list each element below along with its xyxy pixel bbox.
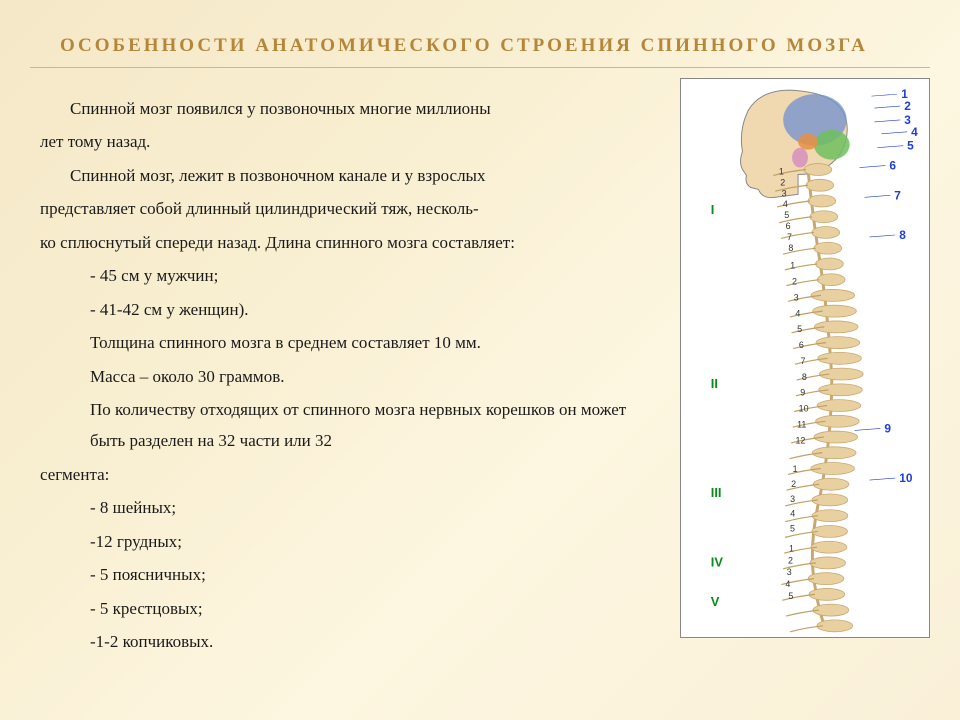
- para: Масса – около 30 граммов.: [40, 361, 665, 392]
- svg-text:7: 7: [787, 232, 792, 242]
- para: Толщина спинного мозга в среднем составл…: [40, 327, 665, 358]
- brain-stem: [798, 134, 818, 150]
- body-text: Спинной мозг появился у позвоночных мног…: [40, 83, 665, 659]
- list-item: - 41-42 см у женщин).: [40, 294, 665, 325]
- anatomy-figure: IIIIIIIVV 12345678910 123456781234567891…: [680, 78, 930, 638]
- para: представляет собой длинный цилиндрически…: [40, 193, 665, 224]
- svg-text:8: 8: [899, 228, 906, 242]
- content-area: Спинной мозг появился у позвоночных мног…: [0, 83, 960, 659]
- svg-text:5: 5: [797, 324, 802, 334]
- para: лет тому назад.: [40, 126, 665, 157]
- svg-text:1: 1: [793, 464, 798, 474]
- svg-text:4: 4: [795, 308, 800, 318]
- svg-text:4: 4: [785, 579, 790, 589]
- svg-text:2: 2: [791, 479, 796, 489]
- svg-text:5: 5: [907, 139, 914, 153]
- svg-text:I: I: [711, 202, 715, 217]
- roman-labels: IIIIIIIVV: [711, 202, 724, 609]
- blue-labels: 12345678910: [855, 87, 919, 485]
- svg-text:7: 7: [801, 356, 806, 366]
- list-item: - 45 см у мужчин;: [40, 260, 665, 291]
- svg-text:7: 7: [894, 188, 901, 202]
- svg-text:4: 4: [783, 199, 788, 209]
- svg-text:10: 10: [899, 471, 913, 485]
- svg-text:3: 3: [904, 113, 911, 127]
- svg-text:3: 3: [794, 292, 799, 302]
- svg-text:1: 1: [779, 166, 784, 176]
- svg-text:2: 2: [904, 99, 911, 113]
- brain-pons: [792, 148, 808, 168]
- svg-text:2: 2: [780, 177, 785, 187]
- para: По количеству отходящих от спинного мозг…: [40, 394, 665, 457]
- svg-text:2: 2: [792, 277, 797, 287]
- svg-text:6: 6: [889, 159, 896, 173]
- svg-text:5: 5: [790, 524, 795, 534]
- svg-text:IV: IV: [711, 554, 724, 569]
- para: сегмента:: [40, 459, 665, 490]
- para: Спинной мозг появился у позвоночных мног…: [40, 93, 665, 124]
- svg-text:5: 5: [784, 210, 789, 220]
- svg-text:10: 10: [799, 404, 809, 414]
- svg-text:6: 6: [786, 221, 791, 231]
- svg-text:8: 8: [788, 243, 793, 253]
- list-item: -12 грудных;: [40, 526, 665, 557]
- svg-text:4: 4: [790, 509, 795, 519]
- para: ко сплюснутый спереди назад. Длина спинн…: [40, 227, 665, 258]
- list-item: - 5 поясничных;: [40, 559, 665, 590]
- spinal-cord-diagram: IIIIIIIVV 12345678910 123456781234567891…: [681, 79, 929, 637]
- list-item: - 8 шейных;: [40, 492, 665, 523]
- para: Спинной мозг, лежит в позвоночном канале…: [40, 160, 665, 191]
- svg-text:6: 6: [799, 340, 804, 350]
- svg-text:9: 9: [884, 421, 891, 435]
- brain-cerebellum: [814, 130, 850, 160]
- svg-text:12: 12: [795, 435, 805, 445]
- svg-text:4: 4: [911, 125, 918, 139]
- list-item: -1-2 копчиковых.: [40, 626, 665, 657]
- svg-text:8: 8: [802, 372, 807, 382]
- svg-text:1: 1: [789, 543, 794, 553]
- svg-text:3: 3: [790, 494, 795, 504]
- svg-text:3: 3: [782, 188, 787, 198]
- svg-text:9: 9: [800, 388, 805, 398]
- svg-text:11: 11: [797, 419, 806, 429]
- list-item: - 5 крестцовых;: [40, 593, 665, 624]
- svg-text:3: 3: [787, 567, 792, 577]
- svg-text:2: 2: [788, 555, 793, 565]
- svg-text:II: II: [711, 376, 718, 391]
- svg-text:V: V: [711, 594, 720, 609]
- slide-title: ОСОБЕННОСТИ АНАТОМИЧЕСКОГО СТРОЕНИЯ СПИН…: [30, 0, 930, 68]
- svg-text:5: 5: [788, 591, 793, 601]
- vertebrae-group: [804, 164, 863, 632]
- svg-text:1: 1: [790, 261, 795, 271]
- svg-text:III: III: [711, 485, 722, 500]
